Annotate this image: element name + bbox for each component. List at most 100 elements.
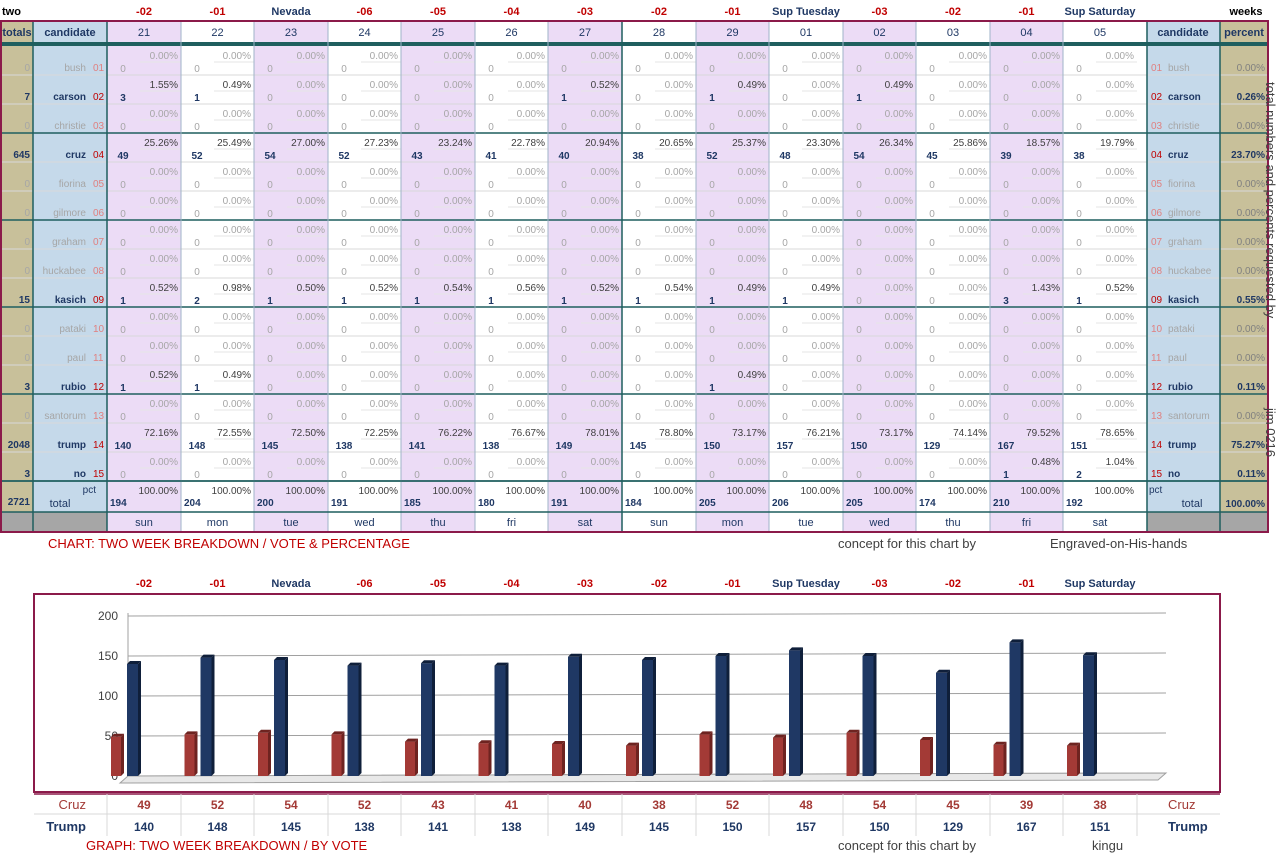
day-vote: 0 <box>488 209 494 220</box>
candidate-number: 10 <box>93 324 105 335</box>
chart-day-header: -03 <box>871 578 888 590</box>
day-vote: 0 <box>120 122 126 133</box>
day-percent: 0.00% <box>665 312 693 323</box>
day-vote: 0 <box>709 325 715 336</box>
totals-column-bg <box>0 46 33 512</box>
table-day-header: -03 <box>871 6 888 18</box>
day-percent: 0.00% <box>591 167 619 178</box>
day-percent: 0.00% <box>591 254 619 265</box>
day-vote: 0 <box>856 325 862 336</box>
day-percent: 27.23% <box>364 138 398 149</box>
day-vote: 0 <box>929 64 935 75</box>
day-vote: 0 <box>341 64 347 75</box>
day-vote: 0 <box>267 209 273 220</box>
day-percent: 0.49% <box>738 283 766 294</box>
candidate-column-bg <box>33 46 107 512</box>
day-percent: 1.43% <box>1032 283 1060 294</box>
day-vote: 0 <box>929 354 935 365</box>
graph-footer-concept: concept for this chart by <box>838 838 977 853</box>
candidate-percent: 0.11% <box>1237 469 1265 480</box>
weekday-label: tue <box>283 517 298 529</box>
candidate-name: rubio <box>61 382 86 393</box>
day-vote: 0 <box>1003 238 1009 249</box>
day-header-bg <box>548 21 622 42</box>
day-vote: 0 <box>194 470 200 481</box>
pct-label-right: pct <box>1149 485 1163 496</box>
day-percent: 0.54% <box>665 283 693 294</box>
day-header-bg <box>328 21 401 42</box>
day-header-bg <box>401 21 475 42</box>
day-percent: 0.00% <box>738 399 766 410</box>
cruz-bar <box>773 734 786 776</box>
day-vote: 1 <box>1076 296 1082 307</box>
day-vote: 138 <box>336 441 353 452</box>
day-percent: 0.00% <box>223 254 251 265</box>
chart-day-header: Sup Tuesday <box>772 578 840 590</box>
day-percent: 0.00% <box>812 370 840 381</box>
day-total-percent: 100.00% <box>801 486 841 497</box>
day-percent: 0.00% <box>297 399 325 410</box>
day-percent: 0.00% <box>665 51 693 62</box>
day-vote: 0 <box>1003 383 1009 394</box>
day-total: 191 <box>551 498 568 509</box>
weekday-bg <box>548 512 622 532</box>
day-percent: 74.14% <box>953 428 987 439</box>
day-percent: 0.00% <box>1106 341 1134 352</box>
candidate-percent: 0.11% <box>1237 382 1265 393</box>
day-percent: 0.00% <box>150 399 178 410</box>
day-vote: 0 <box>561 180 567 191</box>
day-percent: 0.00% <box>150 109 178 120</box>
day-vote: 0 <box>782 412 788 423</box>
chart-day-header: -02 <box>651 578 667 590</box>
day-vote: 0 <box>782 180 788 191</box>
cruz-value-label: 40 <box>578 798 592 812</box>
candidate-name-right: carson <box>1168 92 1201 103</box>
day-percent: 0.00% <box>665 167 693 178</box>
day-vote: 0 <box>782 354 788 365</box>
candidate-name-right: no <box>1168 469 1180 480</box>
candidate-name-right: gilmore <box>1168 208 1201 219</box>
day-vote: 0 <box>709 354 715 365</box>
cruz-bar <box>111 733 124 776</box>
day-percent: 0.00% <box>812 312 840 323</box>
day-percent: 0.00% <box>591 51 619 62</box>
day-vote: 38 <box>1073 151 1085 162</box>
day-vote: 140 <box>115 441 132 452</box>
candidate-name-right: christie <box>1168 121 1200 132</box>
day-percent: 73.17% <box>879 428 913 439</box>
weekday-label: mon <box>722 517 743 529</box>
day-percent: 0.00% <box>1106 80 1134 91</box>
day-vote: 0 <box>341 267 347 278</box>
weekday-label: fri <box>507 517 516 529</box>
day-percent: 0.00% <box>591 399 619 410</box>
candidate-number: 15 <box>93 469 105 480</box>
day-vote: 0 <box>414 325 420 336</box>
trump-bar <box>789 647 803 776</box>
day-percent: 0.00% <box>738 312 766 323</box>
candidate-number: 02 <box>93 92 105 103</box>
trump-bar <box>862 653 877 776</box>
day-percent: 0.00% <box>591 312 619 323</box>
weekday-bg <box>769 512 843 532</box>
day-vote: 0 <box>709 64 715 75</box>
grand-total-percent: 100.00% <box>1226 499 1266 510</box>
day-percent: 0.00% <box>297 225 325 236</box>
day-percent: 0.00% <box>444 399 472 410</box>
day-percent: 26.34% <box>879 138 913 149</box>
day-percent: 25.49% <box>217 138 251 149</box>
day-percent: 22.78% <box>511 138 545 149</box>
cruz-bar <box>184 731 198 776</box>
day-percent: 0.48% <box>1032 457 1060 468</box>
day-vote: 0 <box>635 93 641 104</box>
day-vote: 1 <box>782 296 788 307</box>
day-vote: 0 <box>782 64 788 75</box>
day-vote: 0 <box>341 209 347 220</box>
day-vote: 0 <box>267 412 273 423</box>
day-vote: 0 <box>856 383 862 394</box>
day-percent: 0.00% <box>665 196 693 207</box>
day-number: 04 <box>1020 27 1032 39</box>
candidate-total: 0 <box>24 237 30 248</box>
day-total-percent: 100.00% <box>1021 486 1061 497</box>
day-vote: 0 <box>1003 64 1009 75</box>
